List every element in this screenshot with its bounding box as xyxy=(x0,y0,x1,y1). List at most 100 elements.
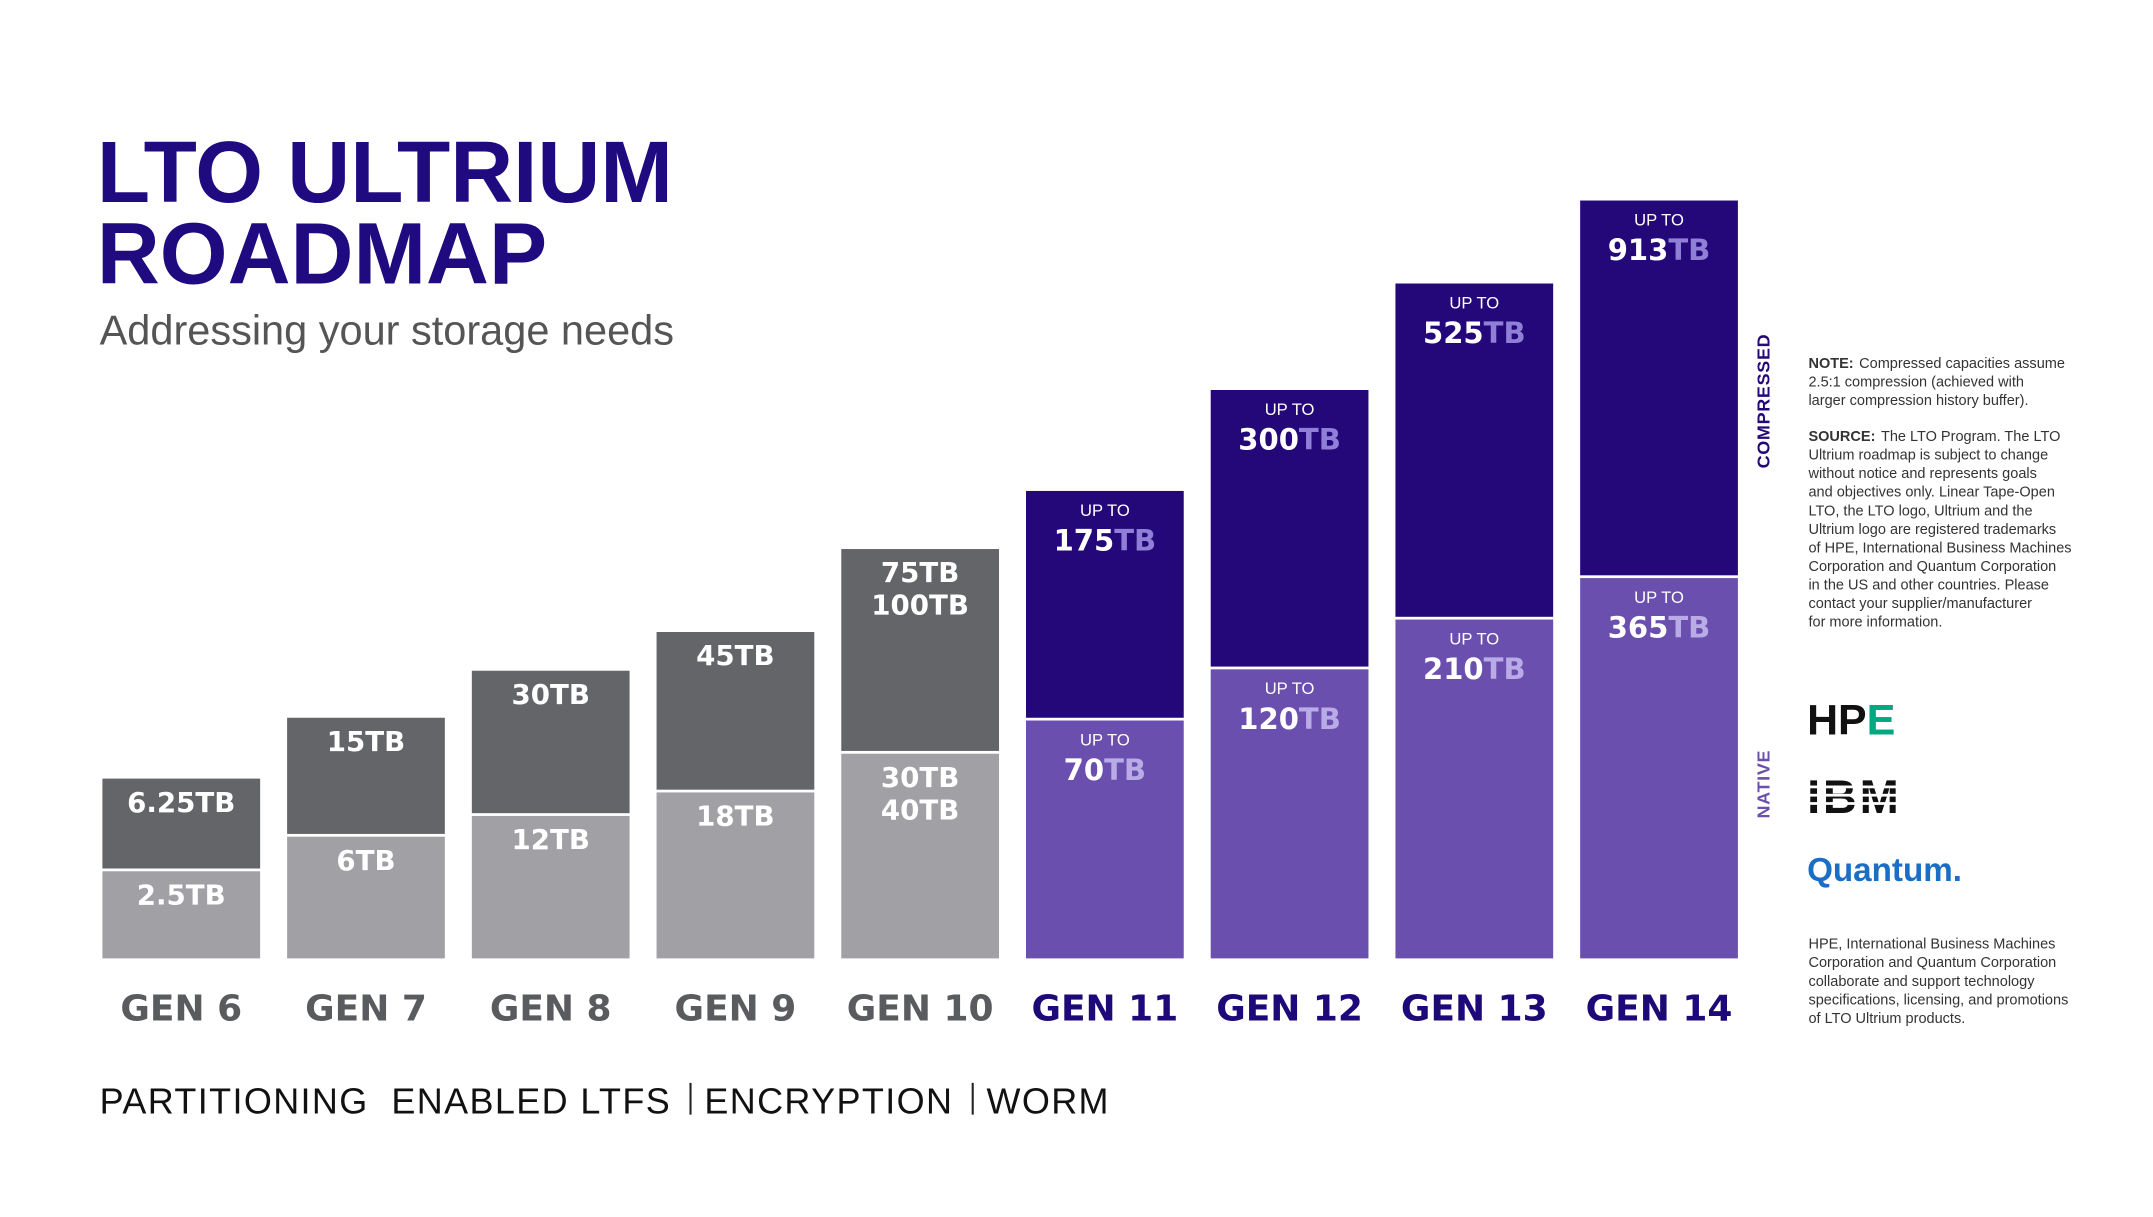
disclaimer-line: HPE, International Business Machines xyxy=(1808,937,2055,953)
gen-label: GEN 10 xyxy=(847,989,994,1030)
disclaimer-line: Corporation and Quantum Corporation xyxy=(1808,955,2056,971)
bar-prefix: UP TO xyxy=(1449,629,1499,648)
disclaimer-line: collaborate and support technology xyxy=(1808,974,2035,990)
native-bar xyxy=(102,871,261,959)
logo-quantum: Quantum. xyxy=(1807,852,1962,889)
gen-label: GEN 14 xyxy=(1586,989,1733,1030)
gen-label: GEN 7 xyxy=(305,989,427,1030)
native-bar xyxy=(841,753,1000,959)
logo-hpe-accent: HPE xyxy=(1807,696,1895,744)
bar-amount: 120 xyxy=(1238,702,1299,736)
footer-feature: WORM xyxy=(987,1080,1110,1121)
gen-label: GEN 11 xyxy=(1031,989,1178,1030)
native-bar xyxy=(1580,578,1738,959)
bar-label: 100TB xyxy=(871,589,969,622)
bar-prefix: UP TO xyxy=(1634,588,1684,607)
source-label: SOURCE: xyxy=(1808,429,1875,445)
title: LTO ULTRIUM xyxy=(97,124,673,221)
gen-label: GEN 9 xyxy=(675,989,797,1030)
bar-unit: TB xyxy=(1114,523,1156,557)
footer-feature: PARTITIONING ENABLED LTFS xyxy=(100,1080,672,1121)
bar-label: 30TB xyxy=(881,761,959,794)
source-line: Corporation and Quantum Corporation xyxy=(1808,559,2056,575)
gen-label: GEN 6 xyxy=(120,989,242,1030)
gen-label: GEN 13 xyxy=(1401,989,1548,1030)
bar-amount: 300 xyxy=(1238,422,1299,456)
source-line: Ultrium logo are registered trademarks xyxy=(1808,522,2056,538)
note-text: Compressed capacities assume xyxy=(1859,356,2065,372)
native-bar xyxy=(656,792,815,959)
bar-label: 75TB xyxy=(881,556,959,589)
gen-label: GEN 8 xyxy=(490,989,612,1030)
bar-unit: TB xyxy=(1668,611,1710,645)
disclaimer-line: specifications, licensing, and promotion… xyxy=(1808,992,2068,1008)
bar-label: 365TB xyxy=(1608,611,1711,645)
bar-label: 6.25TB xyxy=(127,786,235,819)
bar-label: 525TB xyxy=(1423,316,1526,350)
bar-label: 70TB xyxy=(1064,753,1146,787)
bar-prefix: UP TO xyxy=(1080,501,1130,520)
bar-amount: 70 xyxy=(1064,753,1104,787)
bar-prefix: UP TO xyxy=(1265,400,1315,419)
native-bar xyxy=(1210,669,1369,959)
bar-label: 18TB xyxy=(696,800,774,833)
bar-unit: TB xyxy=(1484,652,1526,686)
bar-label: 913TB xyxy=(1608,233,1711,267)
bar-label: 175TB xyxy=(1054,523,1157,557)
subtitle: Addressing your storage needs xyxy=(100,306,674,353)
bar-label: 30TB xyxy=(511,678,589,711)
bar-unit: TB xyxy=(1668,233,1710,267)
bar-amount: 175 xyxy=(1054,523,1115,557)
bar-label: 6TB xyxy=(336,844,395,877)
bar-label: 2.5TB xyxy=(137,878,226,911)
disclaimer-line: of LTO Ultrium products. xyxy=(1808,1011,1965,1027)
bar-unit: TB xyxy=(1484,316,1526,350)
note-line: 2.5:1 compression (achieved with xyxy=(1808,374,2023,390)
side-label: COMPRESSED xyxy=(1754,334,1774,469)
source-line: for more information. xyxy=(1808,614,1942,630)
bar-unit: TB xyxy=(1299,422,1341,456)
compressed-bar xyxy=(471,670,630,814)
source-line: SOURCE: The LTO Program. The LTO xyxy=(1808,429,2060,445)
compressed-bar xyxy=(1025,490,1184,718)
source-line: Ultrium roadmap is subject to change xyxy=(1808,448,2048,464)
native-bar xyxy=(287,836,445,959)
bar-label: 40TB xyxy=(881,793,959,826)
native-bar xyxy=(471,815,630,959)
source-line: LTO, the LTO logo, Ultrium and the xyxy=(1808,503,2032,519)
compressed-bar xyxy=(287,717,445,834)
note-line: larger compression history buffer). xyxy=(1808,393,2028,409)
source-line: of HPE, International Business Machines xyxy=(1808,540,2071,556)
bar-label: 300TB xyxy=(1238,422,1341,456)
logo-hpe: HPE xyxy=(1807,696,1895,744)
gen-label: GEN 12 xyxy=(1216,989,1363,1030)
bar-amount: 365 xyxy=(1608,611,1669,645)
bar-prefix: UP TO xyxy=(1449,293,1499,312)
title: ROADMAP xyxy=(97,206,547,303)
note-label: NOTE: xyxy=(1808,356,1853,372)
compressed-bar xyxy=(1580,200,1738,576)
compressed-bar xyxy=(1395,283,1554,617)
bar-label: 45TB xyxy=(696,639,774,672)
bar-amount: 525 xyxy=(1423,316,1484,350)
note-line: NOTE: Compressed capacities assume xyxy=(1808,356,2064,372)
native-bar xyxy=(1025,720,1184,959)
source-line: and objectives only. Linear Tape-Open xyxy=(1808,485,2054,501)
compressed-bar xyxy=(1210,389,1369,667)
ibm-stripes xyxy=(1798,777,1938,805)
source-line: in the US and other countries. Please xyxy=(1808,577,2049,593)
bar-amount: 210 xyxy=(1423,652,1484,686)
side-label: NATIVE xyxy=(1754,750,1774,819)
bar-prefix: UP TO xyxy=(1265,679,1315,698)
bar-unit: TB xyxy=(1104,753,1146,787)
bar-prefix: UP TO xyxy=(1634,210,1684,229)
bar-amount: 913 xyxy=(1608,233,1669,267)
bar-label: 12TB xyxy=(511,823,589,856)
source-line: without notice and represents goals xyxy=(1807,466,2036,482)
bar-unit: TB xyxy=(1299,702,1341,736)
compressed-bar xyxy=(841,549,1000,751)
bar-prefix: UP TO xyxy=(1080,730,1130,749)
bar-label: 210TB xyxy=(1423,652,1526,686)
compressed-bar xyxy=(656,632,815,790)
native-bar xyxy=(1395,619,1554,959)
